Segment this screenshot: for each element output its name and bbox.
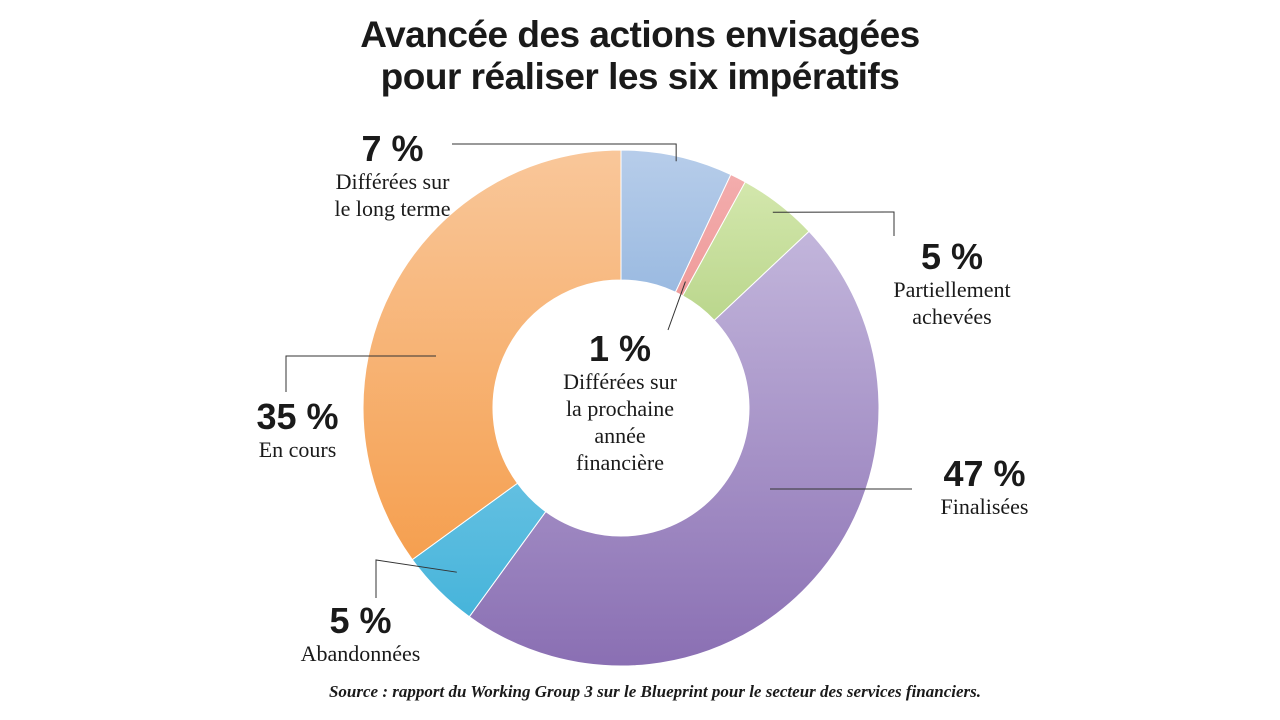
- leader-long-terme: [452, 143, 677, 162]
- label-partiellement: 5 % Partiellement achevées: [862, 238, 1042, 330]
- text-prochaine: Différées sur la prochaine année financi…: [563, 369, 677, 475]
- slice-en-cours: [362, 149, 622, 561]
- label-en-cours: 35 % En cours: [225, 398, 370, 463]
- label-finalisees: 47 % Finalisées: [902, 455, 1067, 520]
- percent-abandonnees: 5 %: [329, 600, 392, 641]
- slice-finalisees: [468, 230, 880, 667]
- leader-prochaine: [667, 281, 686, 331]
- text-abandonnees: Abandonnées: [300, 641, 421, 666]
- text-en-cours: En cours: [258, 437, 337, 462]
- label-long-terme: 7 % Différées sur le long terme: [300, 130, 485, 222]
- chart-title-line-1: Avancée des actions envisagées: [360, 14, 920, 55]
- percent-partiellement: 5 %: [920, 236, 984, 277]
- text-long-terme: Différées sur le long terme: [334, 169, 451, 221]
- donut-slices: [362, 149, 880, 667]
- percent-prochaine: 1 %: [588, 328, 652, 369]
- chart-title: Avancée des actions envisagées pour réal…: [0, 14, 1280, 98]
- leader-partiellement: [772, 211, 895, 236]
- percent-en-cours: 35 %: [256, 396, 339, 437]
- text-finalisees: Finalisées: [940, 494, 1029, 519]
- chart-title-line-2: pour réaliser les six impératifs: [380, 56, 900, 97]
- percent-long-terme: 7 %: [361, 128, 424, 169]
- label-abandonnees: 5 % Abandonnées: [268, 602, 453, 667]
- leader-lines: [285, 143, 912, 598]
- percent-finalisees: 47 %: [943, 453, 1026, 494]
- text-partiellement: Partiellement achevées: [893, 277, 1011, 329]
- source-note: Source : rapport du Working Group 3 sur …: [328, 682, 982, 701]
- label-prochaine: 1 % Différées sur la prochaine année fin…: [525, 330, 715, 476]
- leader-abandonnees: [375, 559, 457, 598]
- leader-en-cours: [285, 355, 436, 392]
